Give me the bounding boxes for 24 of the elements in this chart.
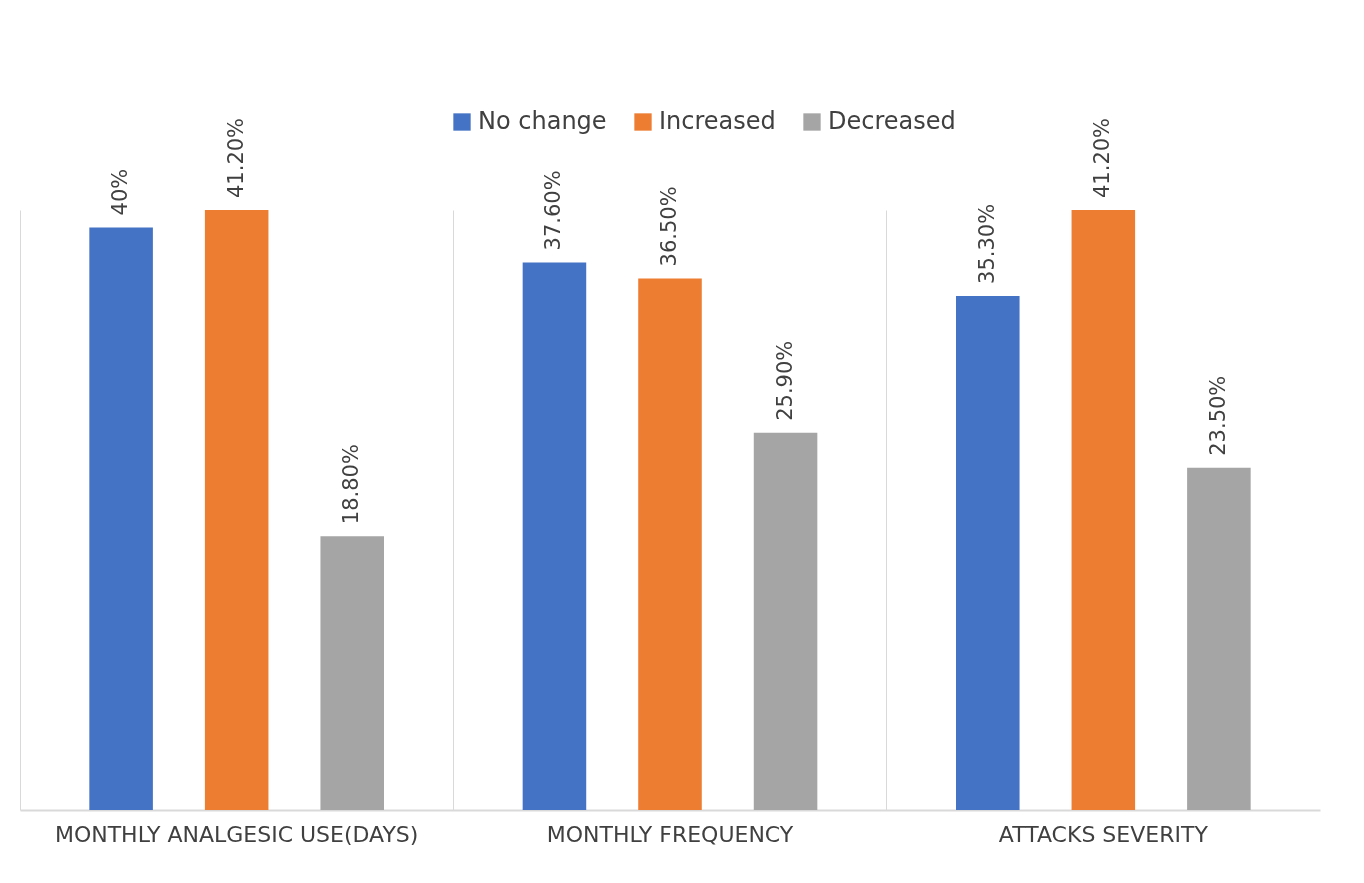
legend-label: Increased <box>659 107 776 135</box>
bar <box>1071 210 1136 810</box>
data-label: 35.30% <box>974 203 999 284</box>
legend-label: Decreased <box>828 107 956 135</box>
x-tick-label: MONTHLY ANALGESIC USE(DAYS) <box>54 821 419 847</box>
data-label: 23.50% <box>1205 375 1230 456</box>
data-label: 41.20% <box>1090 117 1115 198</box>
data-label: 40% <box>108 168 133 216</box>
bar <box>89 227 153 810</box>
bar <box>753 432 818 810</box>
data-label: 36.50% <box>657 186 681 267</box>
bar <box>956 295 1020 810</box>
bar <box>1187 467 1251 810</box>
data-label: 25.90% <box>772 340 797 421</box>
x-tick-label: MONTHLY FREQUENCY <box>546 821 794 847</box>
data-label: 37.60% <box>541 170 566 251</box>
data-label: 41.20% <box>223 117 248 198</box>
bar <box>320 536 384 810</box>
bar <box>522 262 587 810</box>
bar <box>204 210 269 810</box>
bar <box>638 278 702 810</box>
legend-label: No change <box>478 107 607 135</box>
data-label: 18.80% <box>339 444 364 525</box>
x-tick-label: ATTACKS SEVERITY <box>998 821 1209 847</box>
